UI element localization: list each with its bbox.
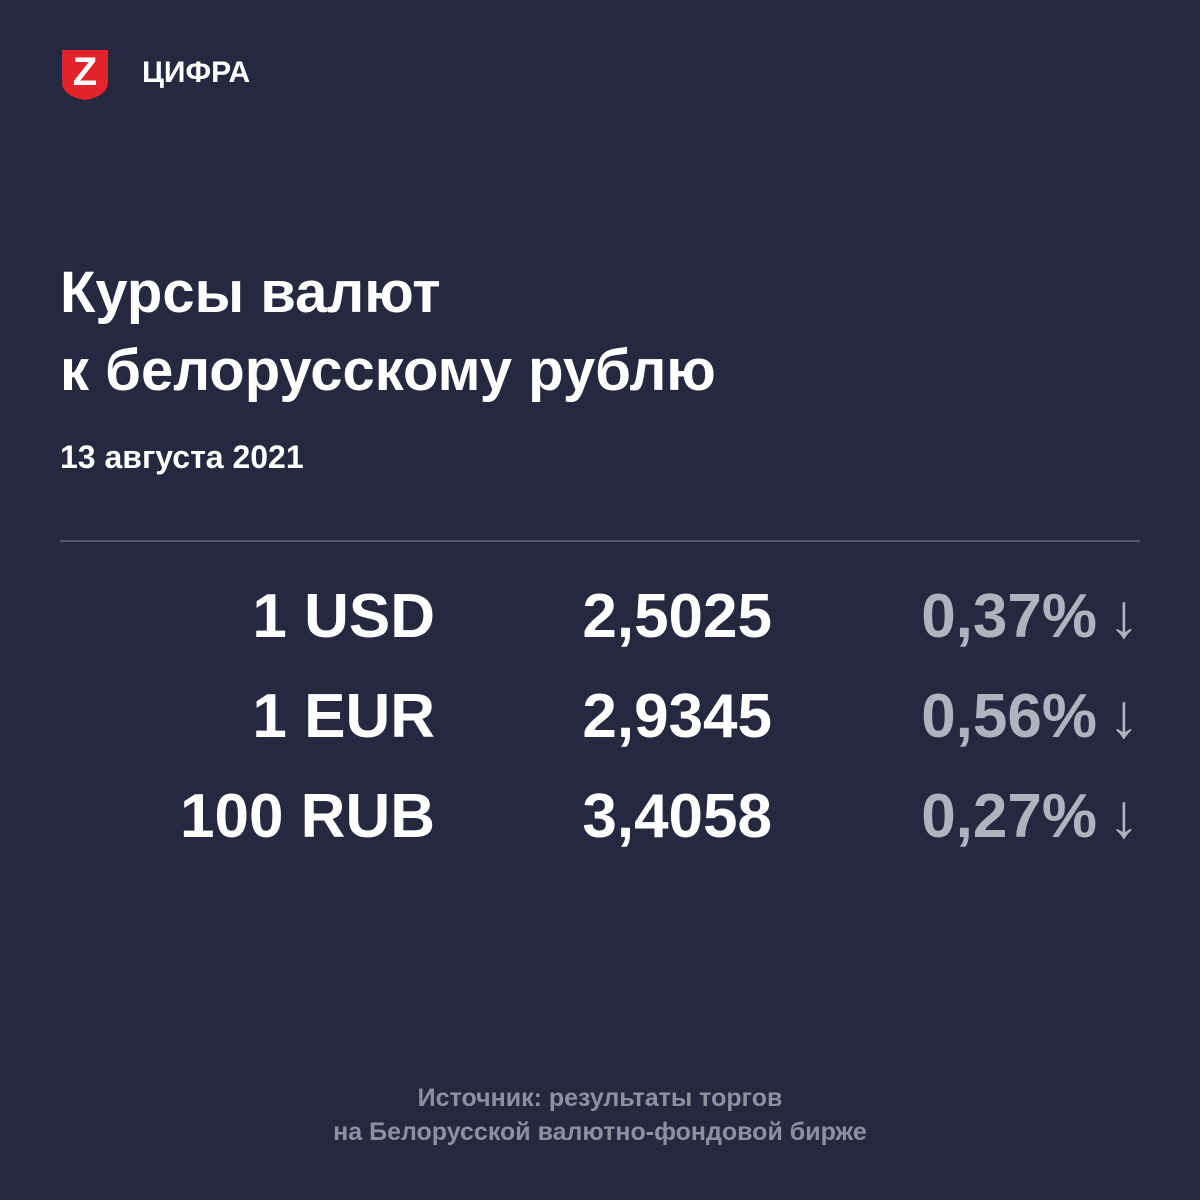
currency: 1 USD	[252, 582, 435, 651]
title-line: Курсы валют	[60, 260, 441, 325]
rate: 3,4058	[582, 782, 772, 851]
logo-shield	[62, 50, 108, 100]
source-line: Источник: результаты торгов	[418, 1084, 783, 1112]
change-arrow: ↓	[1109, 782, 1140, 851]
rate: 2,5025	[582, 582, 772, 651]
change: 0,27%	[921, 782, 1097, 851]
brand: ЦИФРА	[142, 56, 250, 89]
change: 0,56%	[921, 682, 1097, 751]
currency: 100 RUB	[180, 782, 435, 851]
date: 13 августа 2021	[60, 439, 304, 475]
currency: 1 EUR	[252, 682, 435, 751]
change: 0,37%	[921, 582, 1097, 651]
change-arrow: ↓	[1109, 582, 1140, 651]
change-arrow: ↓	[1109, 682, 1140, 751]
rates-table: 1 USD 2,5025 0,37% ↓1 EUR 2,9345 0,56% ↓100 RU…	[180, 582, 1140, 851]
title-line: к белорусскому рублю	[60, 338, 716, 403]
logo-letter: Z	[73, 50, 97, 94]
source-line: на Белорусской валютно-фондовой бирже	[333, 1118, 867, 1146]
rate: 2,9345	[582, 682, 772, 751]
